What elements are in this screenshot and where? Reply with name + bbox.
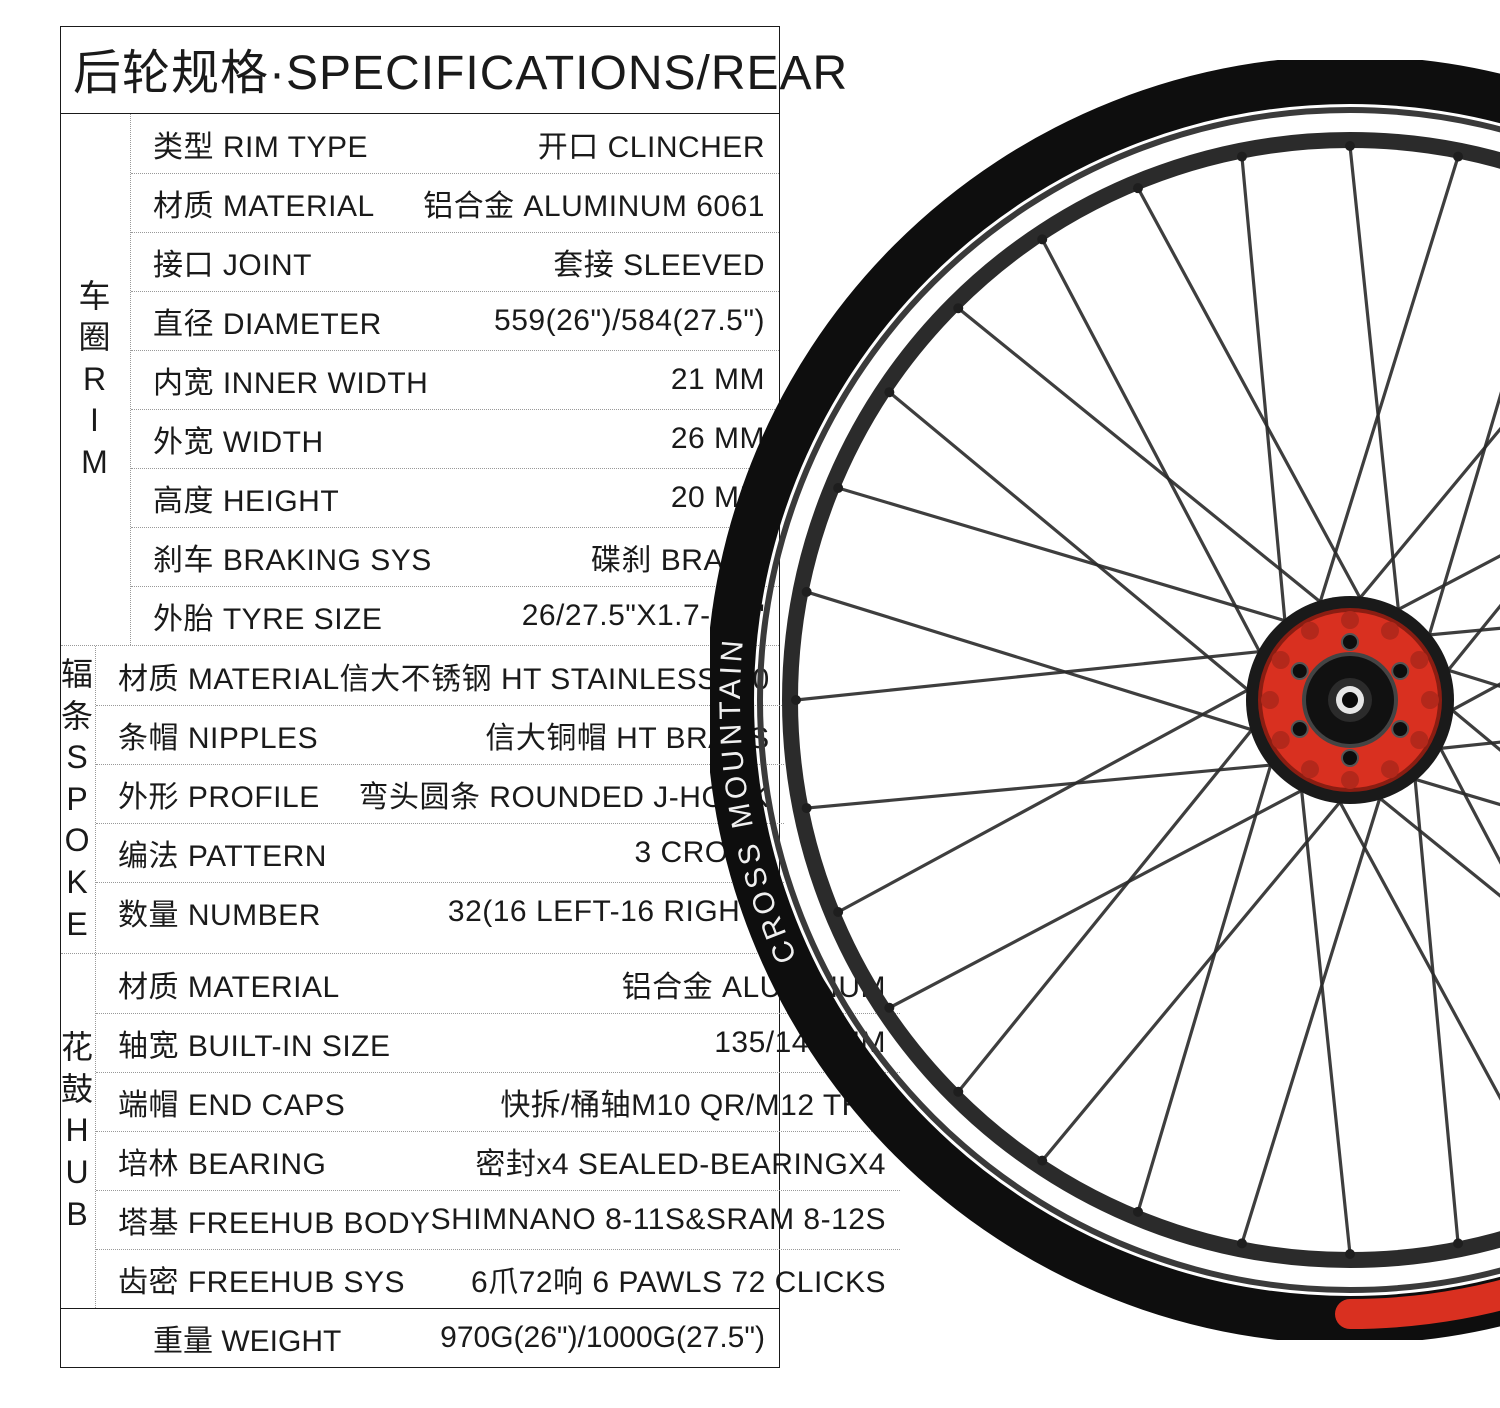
title-en: SPECIFICATIONS bbox=[286, 47, 697, 100]
section-label: 辐条SPOKE bbox=[61, 646, 96, 953]
spec-section: 花鼓HUB材质 MATERIAL铝合金 ALUMINUM轴宽 BUILT-IN … bbox=[61, 953, 779, 1308]
spec-sections: 车圈RIM类型 RIM TYPE开口 CLINCHER材质 MATERIAL铝合… bbox=[61, 114, 779, 1308]
spec-title: 后轮规格·SPECIFICATIONS/REAR bbox=[61, 27, 779, 114]
spec-key: 接口 JOINT bbox=[153, 240, 312, 284]
spec-row: 类型 RIM TYPE开口 CLINCHER bbox=[131, 114, 779, 173]
wheel-image: CROSS MOUNTAIN bbox=[710, 60, 1500, 1340]
wheel-svg: CROSS MOUNTAIN bbox=[710, 60, 1500, 1340]
spec-key: 材质 MATERIAL bbox=[118, 654, 340, 698]
spec-key: 材质 MATERIAL bbox=[153, 181, 375, 225]
spec-key: 外胎 TYRE SIZE bbox=[153, 594, 382, 638]
section-label: 花鼓HUB bbox=[61, 954, 96, 1308]
spec-row: 刹车 BRAKING SYS碟刹 BRAKE bbox=[131, 527, 779, 586]
spec-row: 接口 JOINT套接 SLEEVED bbox=[131, 232, 779, 291]
spec-key: 齿密 FREEHUB SYS bbox=[118, 1257, 405, 1301]
spec-key: 外形 PROFILE bbox=[118, 772, 320, 816]
spec-key: 条帽 NIPPLES bbox=[118, 713, 318, 757]
spec-key: 端帽 END CAPS bbox=[118, 1080, 345, 1124]
spec-row: 外宽 WIDTH26 MM bbox=[131, 409, 779, 468]
section-rows: 类型 RIM TYPE开口 CLINCHER材质 MATERIAL铝合金 ALU… bbox=[131, 114, 779, 645]
spec-key: 高度 HEIGHT bbox=[153, 476, 339, 520]
weight-label: 重量 WEIGHT bbox=[153, 1316, 341, 1360]
spec-key: 内宽 INNER WIDTH bbox=[153, 358, 428, 402]
spec-key: 塔基 FREEHUB BODY bbox=[118, 1198, 431, 1242]
spec-row: 内宽 INNER WIDTH21 MM bbox=[131, 350, 779, 409]
spec-row: 材质 MATERIAL铝合金 ALUMINUM 6061 bbox=[131, 173, 779, 232]
spec-section: 辐条SPOKE 材质 MATERIAL信大不锈钢 HT STAINLESS 2.0… bbox=[61, 645, 779, 953]
spec-key: 直径 DIAMETER bbox=[153, 299, 382, 343]
spec-value: 信大不锈钢 HT STAINLESS 2.0 bbox=[340, 654, 770, 698]
spec-key: 轴宽 BUILT-IN SIZE bbox=[118, 1021, 390, 1065]
spec-key: 编法 PATTERN bbox=[118, 831, 327, 875]
spec-value: 弯头圆条 ROUNDED J-HOOK bbox=[358, 772, 769, 816]
spec-row: 外形 PROFILE 弯头圆条 ROUNDED J-HOOK bbox=[96, 764, 784, 823]
spec-row: 外胎 TYRE SIZE26/27.5"X1.7-2.4" bbox=[131, 586, 779, 645]
spec-row: 直径 DIAMETER559(26")/584(27.5") bbox=[131, 291, 779, 350]
spec-row: 材质 MATERIAL信大不锈钢 HT STAINLESS 2.0 bbox=[96, 646, 784, 705]
spec-key: 类型 RIM TYPE bbox=[153, 122, 368, 166]
section-label: 车圈RIM bbox=[61, 114, 131, 645]
section-rows: 材质 MATERIAL信大不锈钢 HT STAINLESS 2.0条帽 NIPP… bbox=[96, 646, 784, 953]
spec-row: 编法 PATTERN3 CROSS bbox=[96, 823, 784, 882]
spec-key: 材质 MATERIAL bbox=[118, 962, 340, 1006]
title-cn: 后轮规格 bbox=[73, 47, 269, 100]
spec-row: 高度 HEIGHT20 MM bbox=[131, 468, 779, 527]
spec-key: 数量 NUMBER bbox=[118, 890, 321, 934]
page: 后轮规格·SPECIFICATIONS/REAR 车圈RIM类型 RIM TYP… bbox=[0, 0, 1500, 1408]
spec-row: 条帽 NIPPLES信大铜帽 HT BRASS bbox=[96, 705, 784, 764]
spec-key: 外宽 WIDTH bbox=[153, 417, 324, 461]
spec-frame: 后轮规格·SPECIFICATIONS/REAR 车圈RIM类型 RIM TYP… bbox=[60, 26, 780, 1368]
spec-row: 数量 NUMBER32(16 LEFT-16 RIGHT) bbox=[96, 882, 784, 941]
spec-key: 培林 BEARING bbox=[118, 1139, 326, 1183]
spec-key: 刹车 BRAKING SYS bbox=[153, 535, 432, 579]
spec-section: 车圈RIM类型 RIM TYPE开口 CLINCHER材质 MATERIAL铝合… bbox=[61, 114, 779, 645]
weight-row: 重量 WEIGHT 970G(26")/1000G(27.5") bbox=[61, 1308, 779, 1367]
